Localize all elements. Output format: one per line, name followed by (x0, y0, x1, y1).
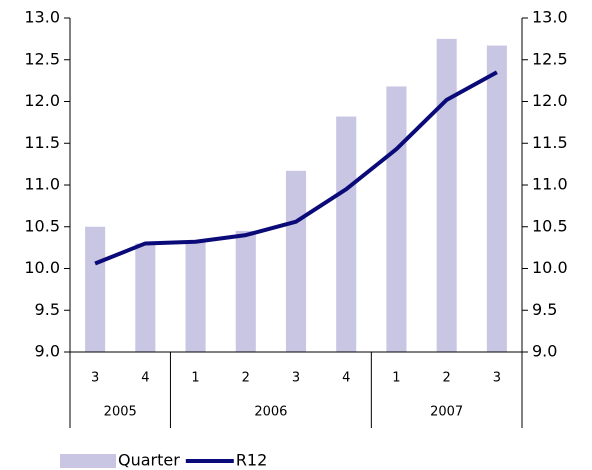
bar (135, 243, 156, 352)
bar (336, 116, 357, 352)
bar (486, 45, 507, 353)
y2-tick-label: 9.5 (532, 300, 557, 319)
legend-swatch (60, 454, 116, 468)
y-tick-label: 9.0 (35, 342, 60, 361)
y2-tick-label: 12.0 (532, 91, 568, 110)
bar (235, 230, 256, 352)
y2-tick-label: 10.0 (532, 258, 568, 277)
y-tick-label: 13.0 (24, 8, 60, 27)
bar (386, 86, 407, 352)
group-label: 2006 (254, 405, 287, 420)
x-tick-label: 2 (443, 371, 451, 386)
y2-tick-label: 11.0 (532, 175, 568, 194)
y-tick-label: 11.0 (24, 175, 60, 194)
x-tick-label: 4 (141, 371, 149, 386)
x-tick-label: 2 (242, 371, 250, 386)
bar (285, 170, 307, 352)
bar (436, 38, 457, 352)
x-tick-label: 1 (191, 371, 199, 386)
x-tick-label: 4 (342, 371, 350, 386)
y2-tick-label: 13.0 (532, 8, 568, 27)
y-tick-label: 12.0 (24, 91, 60, 110)
y-tick-label: 10.5 (24, 216, 60, 235)
x-tick-label: 3 (91, 371, 99, 386)
y2-tick-label: 12.5 (532, 49, 568, 68)
y2-tick-label: 10.5 (532, 216, 568, 235)
x-tick-label: 3 (292, 371, 300, 386)
x-tick-label: 1 (392, 371, 400, 386)
y2-tick-label: 9.0 (532, 342, 557, 361)
y-tick-label: 11.5 (24, 133, 60, 152)
y2-tick-label: 11.5 (532, 133, 568, 152)
legend-label: R12 (236, 451, 267, 470)
y-tick-label: 10.0 (24, 258, 60, 277)
y-tick-label: 9.5 (35, 300, 60, 319)
line (94, 70, 498, 266)
y-tick-label: 12.5 (24, 49, 60, 68)
bar (85, 226, 106, 352)
bar (185, 240, 206, 352)
group-label: 2007 (430, 405, 463, 420)
legend-label: Quarter (118, 451, 180, 470)
group-label: 2005 (104, 405, 137, 420)
x-tick-label: 3 (493, 371, 501, 386)
